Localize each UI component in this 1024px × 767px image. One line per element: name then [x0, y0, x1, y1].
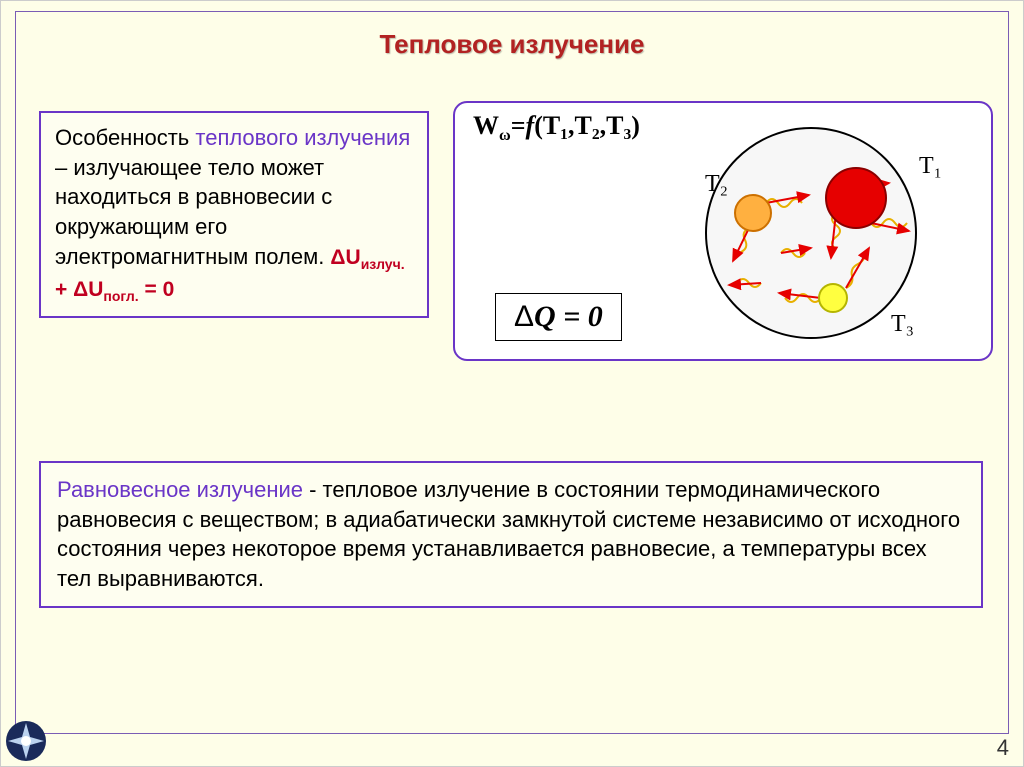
t3-label: T₃ [891, 311, 914, 337]
w-label: Wω=f(T₁,T₂,T₃) [473, 111, 640, 145]
body-3 [819, 284, 847, 312]
w-pre: W [473, 111, 499, 140]
slide-title: Тепловое излучение [1, 29, 1023, 60]
equilibrium-highlight: Равновесное излучение [57, 477, 303, 502]
du1-sub: излуч. [361, 256, 405, 272]
q-delta: Δ [514, 300, 534, 333]
w-sub: ω [499, 127, 511, 144]
feature-prefix: Особенность [55, 125, 195, 150]
equilibrium-box: Равновесное излучение - тепловое излучен… [39, 461, 983, 608]
du2: ΔU [73, 278, 103, 301]
feature-box: Особенность теплового излучения – излуча… [39, 111, 429, 318]
corner-logo-icon [4, 719, 48, 763]
q-main: Q = 0 [534, 300, 603, 333]
w-eq: = [511, 111, 526, 140]
body-1 [826, 168, 886, 228]
t2-label: T₂ [705, 171, 728, 197]
du1: ΔU [330, 246, 360, 269]
feature-mid: – излучающее тело может находиться в рав… [55, 155, 332, 269]
w-f: f [526, 111, 535, 140]
du2-sub: погл. [103, 288, 138, 304]
t1-label: T₁ [919, 153, 942, 179]
feature-highlight: теплового излучения [195, 125, 410, 150]
w-args: (T₁,T₂,T₃) [534, 111, 640, 140]
cavity-diagram: T₁ T₂ T₃ [671, 113, 951, 353]
eq-zero: = 0 [139, 278, 175, 301]
body-2 [735, 195, 771, 231]
delta-q-box: ΔQ = 0 [495, 293, 622, 341]
plus: + [55, 278, 73, 301]
diagram-panel: Wω=f(T₁,T₂,T₃) ΔQ = 0 [453, 101, 993, 361]
page-number: 4 [997, 735, 1009, 761]
